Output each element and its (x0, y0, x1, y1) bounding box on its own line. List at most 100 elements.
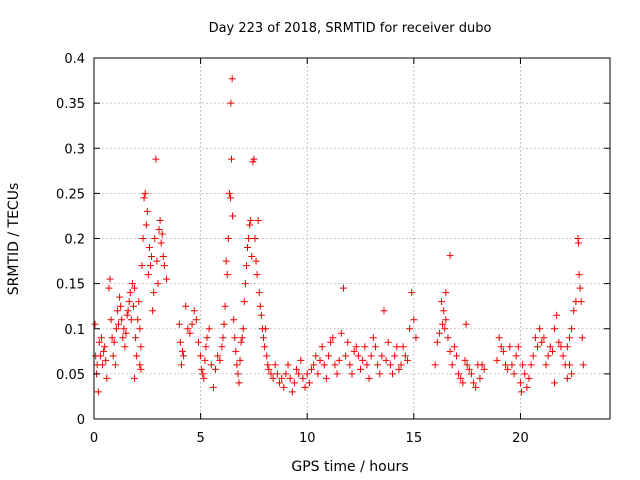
data-point (508, 361, 516, 369)
data-point (263, 352, 271, 360)
data-point (228, 75, 236, 83)
data-point (565, 361, 573, 369)
data-point (245, 235, 253, 242)
data-point (342, 352, 350, 360)
x-tick-label: 20 (512, 431, 529, 446)
data-point (329, 334, 337, 342)
data-point (176, 338, 184, 346)
data-point (406, 325, 414, 333)
data-point (214, 352, 222, 360)
x-tick-label: 10 (299, 431, 316, 446)
data-point (241, 280, 249, 288)
data-point (395, 365, 403, 373)
data-point (450, 343, 458, 351)
data-point (118, 316, 126, 324)
data-point (109, 352, 117, 360)
data-point (335, 356, 343, 364)
y-tick-label: 0.35 (56, 97, 85, 112)
data-point (476, 374, 484, 382)
data-point (480, 365, 488, 373)
data-point (158, 230, 166, 238)
data-point (273, 370, 281, 378)
data-point (575, 271, 583, 279)
data-point (318, 343, 326, 351)
data-point (531, 334, 539, 342)
data-point (190, 307, 198, 315)
data-point (548, 347, 556, 355)
data-point (563, 374, 571, 382)
data-point (133, 352, 141, 360)
data-point (212, 365, 220, 373)
data-point (320, 361, 328, 369)
data-point (202, 343, 210, 351)
data-point (220, 320, 228, 328)
data-point (354, 352, 362, 360)
data-point (96, 352, 104, 360)
data-point (519, 361, 527, 369)
data-point (117, 302, 125, 310)
data-point (101, 343, 109, 351)
y-tick-label: 0.05 (56, 368, 85, 383)
data-point (188, 320, 196, 328)
data-point (180, 352, 188, 360)
data-point (305, 379, 313, 387)
data-point (244, 244, 252, 252)
data-point (399, 343, 407, 351)
data-point (103, 374, 111, 382)
data-point (408, 289, 416, 297)
data-point (288, 388, 296, 396)
data-point (106, 275, 114, 283)
data-point (502, 361, 510, 369)
data-point (339, 284, 347, 292)
data-point (145, 244, 153, 252)
y-tick-label: 0.25 (56, 187, 85, 202)
data-point (91, 320, 99, 328)
data-point (361, 343, 369, 351)
data-point (397, 361, 405, 369)
y-tick-label: 0 (77, 413, 85, 428)
data-point (197, 352, 205, 360)
data-point (433, 338, 441, 346)
data-series (91, 75, 587, 396)
data-point (226, 194, 234, 202)
data-point (250, 155, 258, 163)
data-point (384, 338, 392, 346)
data-point (553, 311, 561, 319)
data-point (199, 370, 207, 378)
x-tick-label: 0 (90, 431, 98, 446)
data-point (246, 221, 254, 229)
data-point (115, 320, 123, 328)
data-point (551, 379, 559, 387)
data-point (365, 374, 373, 382)
data-point (149, 307, 157, 315)
data-point (156, 216, 164, 224)
data-point (136, 361, 144, 369)
data-point (127, 316, 135, 324)
data-point (461, 356, 469, 364)
data-point (247, 216, 255, 224)
data-point (154, 280, 162, 288)
data-point (446, 252, 454, 260)
data-point (542, 361, 550, 369)
data-point (374, 361, 382, 369)
data-point (230, 316, 238, 324)
data-point (235, 379, 243, 387)
data-point (236, 356, 244, 364)
data-point (307, 365, 315, 373)
data-point (252, 257, 260, 265)
data-point (125, 298, 133, 306)
data-point (155, 225, 163, 233)
data-point (371, 343, 379, 351)
data-point (457, 374, 465, 382)
data-point (301, 383, 309, 391)
data-point (462, 320, 470, 328)
data-point (536, 325, 544, 333)
data-point (264, 361, 272, 369)
data-point (352, 343, 360, 351)
data-point (234, 370, 242, 378)
data-point (100, 347, 108, 355)
data-point (225, 189, 233, 197)
data-point (131, 374, 139, 382)
data-point (367, 352, 375, 360)
